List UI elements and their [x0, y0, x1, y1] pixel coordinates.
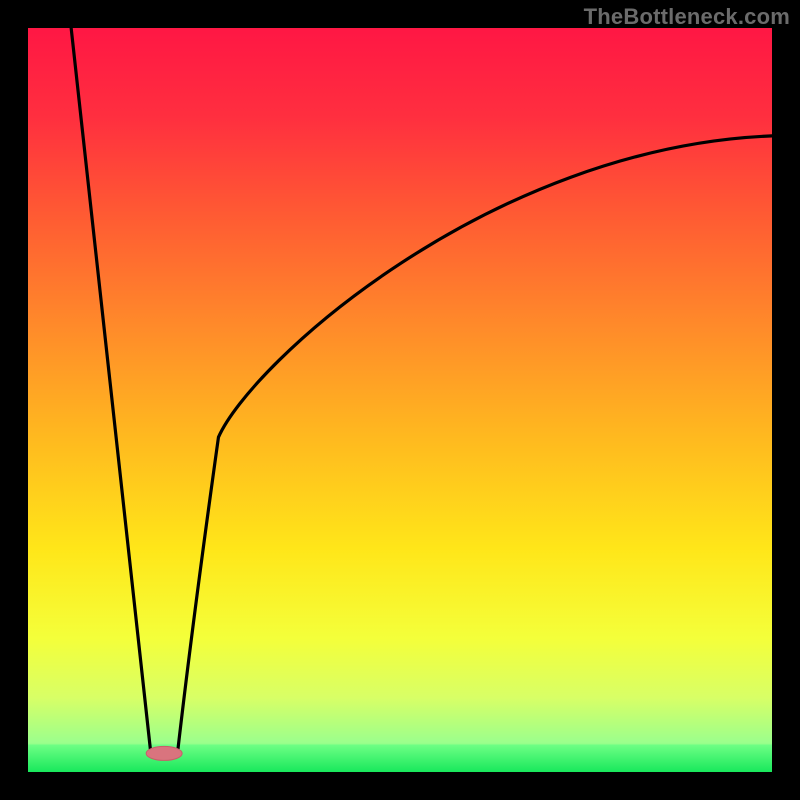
- chart-stage: TheBottleneck.com: [0, 0, 800, 800]
- chart-svg: [0, 0, 800, 800]
- watermark-text: TheBottleneck.com: [584, 4, 790, 30]
- green-band: [28, 744, 772, 772]
- notch-marker: [146, 746, 182, 760]
